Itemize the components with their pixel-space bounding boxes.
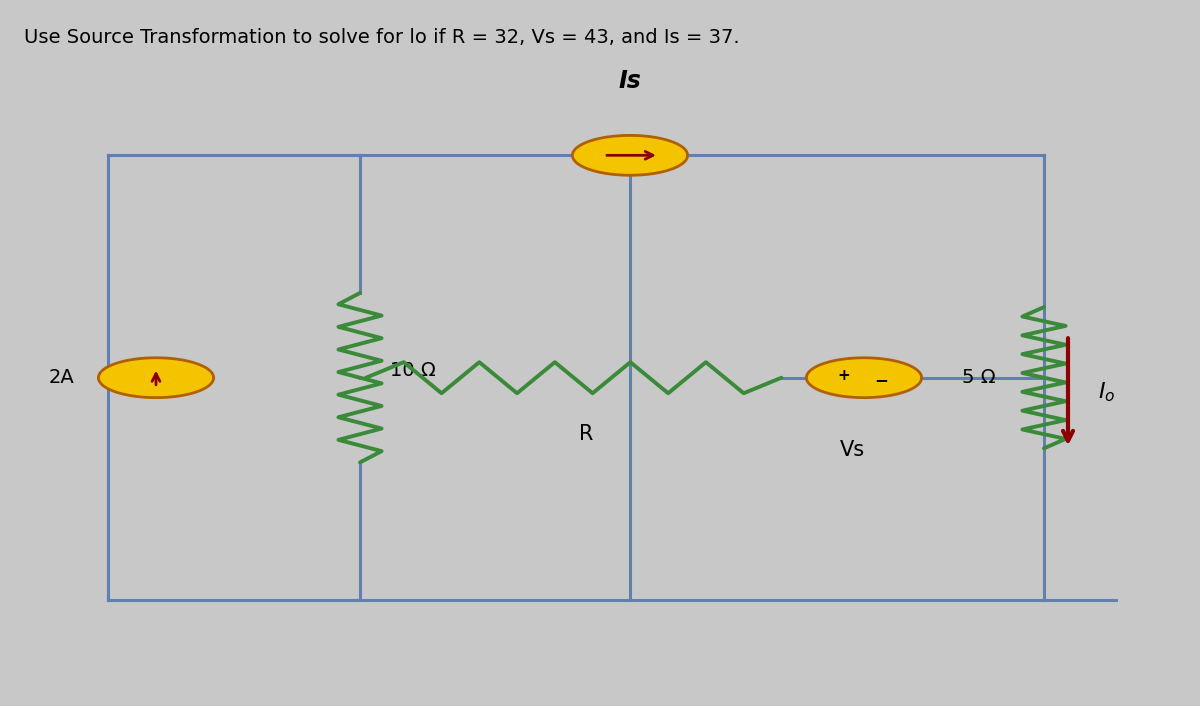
Text: 10 Ω: 10 Ω <box>390 361 436 380</box>
Text: −: − <box>875 371 888 389</box>
Polygon shape <box>806 358 922 397</box>
Text: Is: Is <box>618 69 642 93</box>
Text: Use Source Transformation to solve for lo if R = 32, Vs = 43, and Is = 37.: Use Source Transformation to solve for l… <box>24 28 739 47</box>
Text: Vs: Vs <box>840 440 864 460</box>
Text: R: R <box>578 424 593 443</box>
Text: 5 Ω: 5 Ω <box>962 369 996 387</box>
Polygon shape <box>98 358 214 397</box>
Text: 2A: 2A <box>49 369 74 387</box>
Polygon shape <box>572 136 688 175</box>
Text: +: + <box>838 369 851 383</box>
Text: $I_o$: $I_o$ <box>1098 380 1115 404</box>
